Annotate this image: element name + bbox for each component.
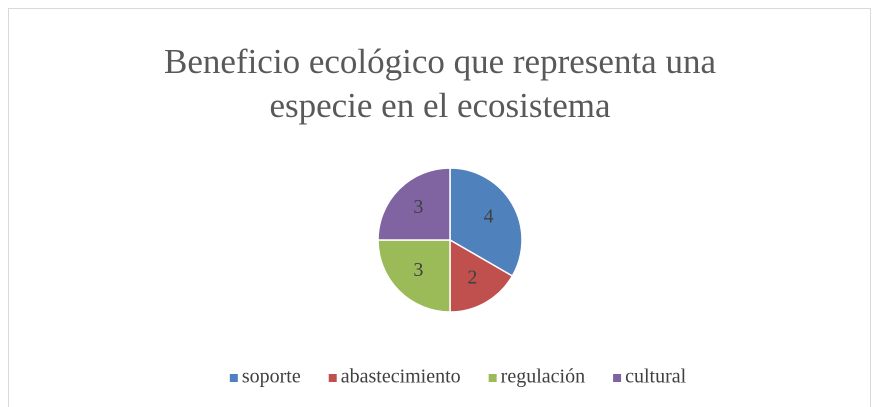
data-label: 4 (484, 205, 494, 227)
data-label: 3 (413, 196, 423, 218)
legend-label: regulación (501, 366, 585, 388)
chart-frame (8, 8, 871, 407)
data-label: 3 (413, 259, 423, 281)
pie-slice (377, 239, 451, 313)
legend-label: soporte (242, 366, 301, 388)
legend-label: cultural (625, 366, 687, 388)
legend-swatch (613, 374, 622, 382)
legend-swatch (328, 374, 337, 382)
pie-slice (449, 167, 523, 278)
chart-title: Beneficio ecológico que representa una e… (164, 42, 716, 125)
pie-slice (449, 238, 514, 313)
legend-swatch (229, 374, 238, 382)
legend-label: abastecimiento (341, 366, 461, 388)
pie-slice (377, 167, 451, 241)
legend-swatch (488, 374, 497, 382)
data-label: 2 (467, 266, 477, 288)
